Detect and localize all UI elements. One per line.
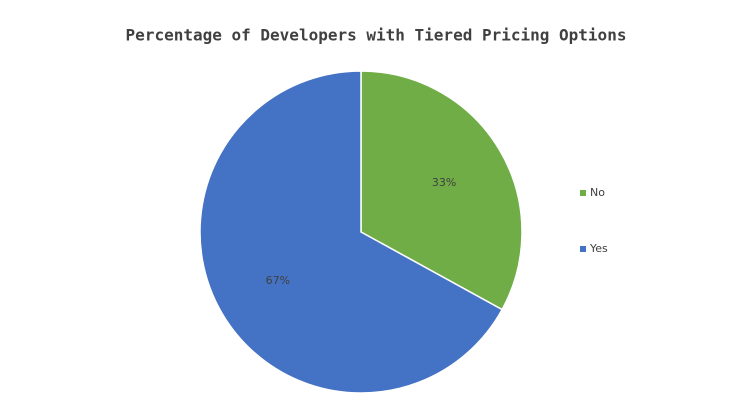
data-label: 33% <box>432 176 456 189</box>
legend-swatch <box>580 246 586 252</box>
data-label: 67% <box>266 274 290 287</box>
chart-title: Percentage of Developers with Tiered Pri… <box>126 26 627 45</box>
pie-slice <box>199 70 504 394</box>
legend-swatch <box>580 190 586 196</box>
legend-label: No <box>590 186 605 199</box>
pie-slice <box>360 70 523 311</box>
legend-label: Yes <box>589 242 608 255</box>
